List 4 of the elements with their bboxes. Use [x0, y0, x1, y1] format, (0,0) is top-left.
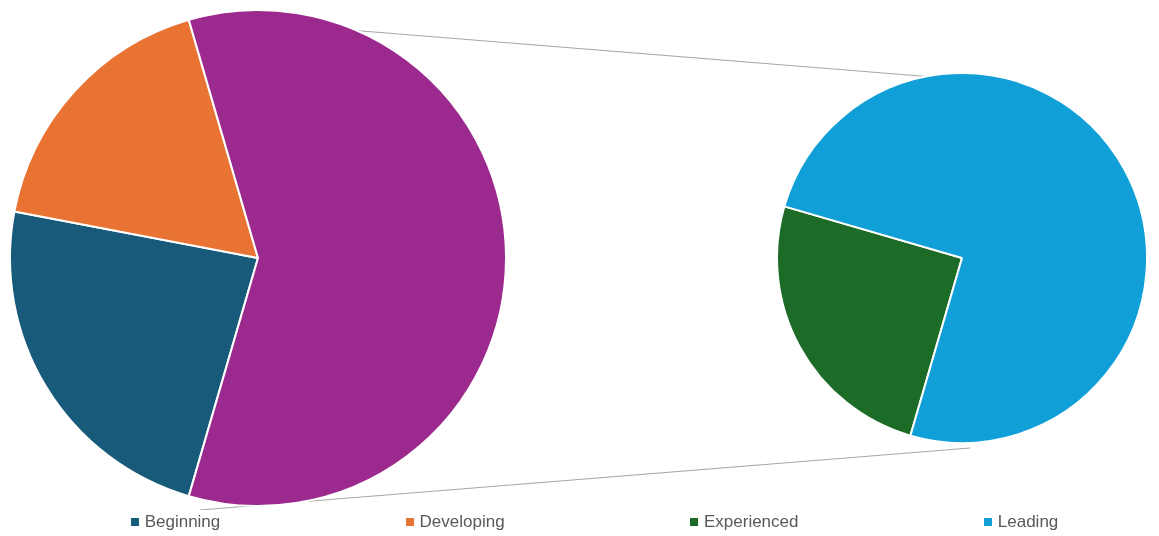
- legend-label: Developing: [419, 512, 505, 532]
- legend-label: Leading: [997, 512, 1059, 532]
- legend-label: Beginning: [144, 512, 221, 532]
- legend-label: Experienced: [703, 512, 799, 532]
